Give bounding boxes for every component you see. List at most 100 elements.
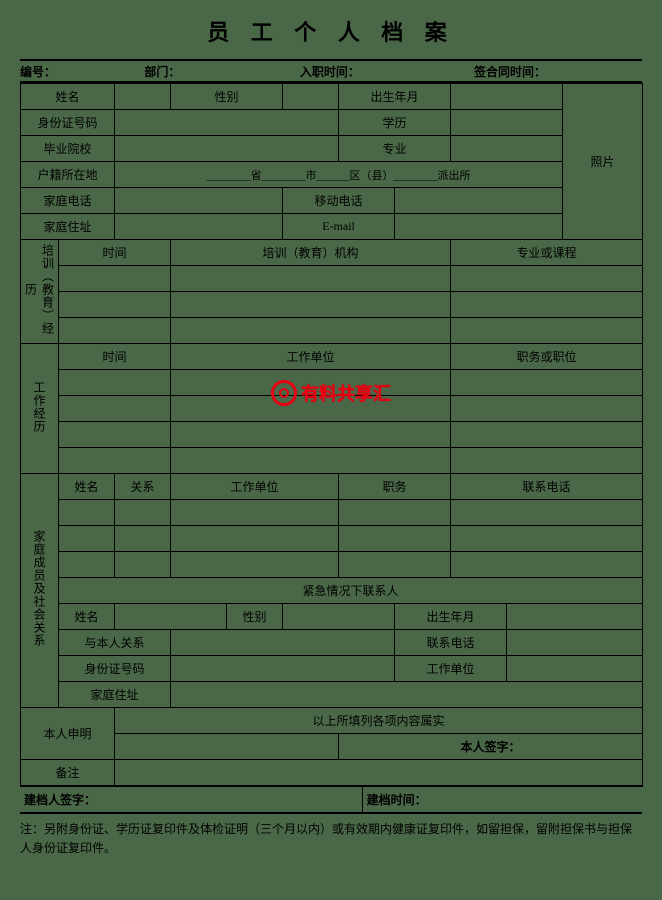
section-declare: 本人申明 [21, 708, 115, 760]
decl-sign[interactable]: 本人签字： [339, 734, 643, 760]
field-name[interactable] [115, 84, 171, 110]
field-em-unit[interactable] [507, 656, 643, 682]
table-row[interactable] [451, 500, 643, 526]
th-train-org: 培训（教育）机构 [171, 240, 451, 266]
sig-bar: 建档人签字： 建档时间： [20, 787, 642, 814]
watermark: 有料共享汇 [271, 380, 391, 406]
field-em-birth[interactable] [507, 604, 643, 630]
table-row[interactable] [171, 318, 451, 344]
decl-blank[interactable] [115, 734, 339, 760]
footnote: 注：另附身份证、学历证复印件及体检证明（三个月以内）或有效期内健康证复印件，如留… [20, 814, 642, 864]
table-row[interactable] [59, 500, 115, 526]
table-row[interactable] [171, 448, 451, 474]
field-major[interactable] [451, 136, 563, 162]
table-row[interactable] [59, 396, 171, 422]
section-family: 家庭成员及社会关系 [21, 474, 59, 708]
table-row[interactable] [59, 526, 115, 552]
label-email: E-mail [283, 214, 395, 240]
label-entry: 入职时间： [300, 60, 474, 82]
label-remark: 备注 [21, 760, 115, 786]
table-row[interactable] [171, 266, 451, 292]
photo-cell[interactable]: 照片 [563, 84, 643, 240]
table-row[interactable] [339, 526, 451, 552]
field-em-idno[interactable] [171, 656, 395, 682]
table-row[interactable] [59, 448, 171, 474]
table-row[interactable] [451, 526, 643, 552]
field-em-relself[interactable] [171, 630, 395, 656]
table-row[interactable] [451, 448, 643, 474]
label-major: 专业 [339, 136, 451, 162]
label-archiver-time[interactable]: 建档时间： [362, 787, 642, 813]
label-edu: 学历 [339, 110, 451, 136]
label-em-gender: 性别 [227, 604, 283, 630]
table-row[interactable] [59, 552, 115, 578]
table-row[interactable] [171, 292, 451, 318]
table-row[interactable] [451, 292, 643, 318]
table-row[interactable] [451, 396, 643, 422]
th-train-time: 时间 [59, 240, 171, 266]
table-row[interactable] [59, 292, 171, 318]
th-work-pos: 职务或职位 [451, 344, 643, 370]
label-contract: 签合同时间： [474, 60, 642, 82]
field-school[interactable] [115, 136, 339, 162]
field-hukou[interactable]: ________省________市______区（县）________派出所 [115, 162, 563, 188]
table-row[interactable] [115, 526, 171, 552]
watermark-text: 有料共享汇 [301, 380, 391, 406]
label-dept: 部门： [144, 60, 300, 82]
label-birth: 出生年月 [339, 84, 451, 110]
watermark-icon [271, 380, 297, 406]
main-table: 姓名 性别 出生年月 照片 身份证号码 学历 毕业院校 专业 户籍所在地 ___… [20, 83, 643, 787]
table-row[interactable] [451, 266, 643, 292]
label-archiver-sign[interactable]: 建档人签字： [20, 787, 362, 813]
table-row[interactable] [451, 318, 643, 344]
field-em-tel[interactable] [507, 630, 643, 656]
table-row[interactable] [115, 500, 171, 526]
table-row[interactable] [171, 552, 339, 578]
field-em-gender[interactable] [283, 604, 395, 630]
table-row[interactable] [171, 422, 451, 448]
section-work: 工作经历 [21, 344, 59, 474]
field-mobile[interactable] [395, 188, 563, 214]
label-gender: 性别 [171, 84, 283, 110]
label-school: 毕业院校 [21, 136, 115, 162]
label-id: 编号： [20, 60, 144, 82]
field-homeaddr[interactable] [115, 214, 283, 240]
table-row[interactable] [339, 552, 451, 578]
field-em-name[interactable] [115, 604, 227, 630]
label-em-unit: 工作单位 [395, 656, 507, 682]
table-row[interactable] [115, 552, 171, 578]
label-mobile: 移动电话 [283, 188, 395, 214]
th-fam-rel: 关系 [115, 474, 171, 500]
th-work-unit: 工作单位 [171, 344, 451, 370]
field-birth[interactable] [451, 84, 563, 110]
field-em-addr[interactable] [171, 682, 643, 708]
table-row[interactable] [59, 266, 171, 292]
table-row[interactable] [451, 370, 643, 396]
th-fam-name: 姓名 [59, 474, 115, 500]
field-email[interactable] [395, 214, 563, 240]
label-hukou: 户籍所在地 [21, 162, 115, 188]
table-row[interactable] [171, 526, 339, 552]
table-row[interactable] [171, 500, 339, 526]
th-train-course: 专业或课程 [451, 240, 643, 266]
table-row[interactable] [339, 500, 451, 526]
top-bar: 编号： 部门： 入职时间： 签合同时间： [20, 59, 642, 83]
table-row[interactable] [451, 552, 643, 578]
label-homephone: 家庭电话 [21, 188, 115, 214]
section-training: 培训（教育）经历 [21, 240, 59, 344]
decl-stmt: 以上所填列各项内容属实 [115, 708, 643, 734]
label-em-addr: 家庭住址 [59, 682, 171, 708]
table-row[interactable] [451, 422, 643, 448]
table-row[interactable] [59, 422, 171, 448]
field-gender[interactable] [283, 84, 339, 110]
label-homeaddr: 家庭住址 [21, 214, 115, 240]
field-idno[interactable] [115, 110, 339, 136]
table-row[interactable] [59, 318, 171, 344]
label-idno: 身份证号码 [21, 110, 115, 136]
field-edu[interactable] [451, 110, 563, 136]
th-work-time: 时间 [59, 344, 171, 370]
table-row[interactable] [59, 370, 171, 396]
field-remark[interactable] [115, 760, 643, 786]
field-homephone[interactable] [115, 188, 283, 214]
label-em-idno: 身份证号码 [59, 656, 171, 682]
